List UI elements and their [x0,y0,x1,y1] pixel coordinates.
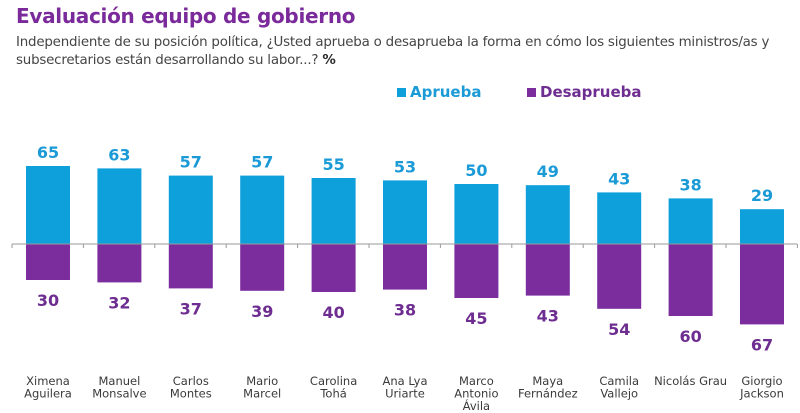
value-label-desaprueba: 45 [465,309,487,328]
bar-desaprueba [597,244,642,309]
value-label-aprueba: 43 [608,169,630,188]
category-label: Mario Marcel [243,374,281,401]
category-label: Giorgio Jackson [739,374,784,401]
category-label: Carlos Montes [170,374,212,401]
value-label-aprueba: 38 [679,175,701,194]
category-label-line: Antonio [454,387,498,401]
value-label-aprueba: 49 [537,162,559,181]
category-label: Ana Lya Uriarte [382,374,427,401]
bar-desaprueba [740,244,784,325]
value-labels-group: 65 30 63 32 57 37 57 39 55 40 53 38 50 45 49 43 43 54 38 60… [37,143,773,354]
bar-aprueba [597,192,642,244]
bar-desaprueba [240,244,285,291]
category-label-line: Giorgio [741,374,782,388]
category-label: Nicolás Grau [654,374,727,388]
value-label-desaprueba: 39 [251,302,273,321]
category-label-line: Camila [599,374,639,388]
bar-aprueba [454,184,499,244]
bar-aprueba [168,175,213,244]
value-label-aprueba: 55 [322,155,344,174]
legend-swatch-aprueba [397,87,406,97]
category-label: Maya Fernández [518,374,578,401]
legend-item-desaprueba: Desaprueba [527,83,642,101]
bar-aprueba [240,175,285,244]
bar-aprueba [668,198,713,244]
legend-swatch-desaprueba [527,87,536,97]
category-label: Ximena Aguilera [24,374,72,401]
category-label-line: Jackson [739,387,784,401]
category-label-line: Carolina [310,374,357,388]
value-label-desaprueba: 30 [37,291,59,310]
legend-item-aprueba: Aprueba [397,83,481,101]
category-label-line: Nicolás Grau [654,374,727,388]
value-label-desaprueba: 54 [608,320,630,339]
category-label-line: Aguilera [24,387,72,401]
category-label-line: Uriarte [385,387,425,401]
category-label-line: Mario [246,374,278,388]
bar-desaprueba [97,244,142,283]
bar-aprueba [740,209,784,244]
bar-desaprueba [26,244,70,280]
legend: Aprueba Desaprueba [0,83,800,103]
value-label-desaprueba: 60 [679,327,701,346]
category-label-line: Montes [170,387,212,401]
category-label-line: Ana Lya [382,374,427,388]
value-label-aprueba: 63 [108,145,130,164]
category-label-line: Carlos [173,374,209,388]
category-label: Carolina Tohá [310,374,357,401]
bar-aprueba [525,185,570,244]
chart-title: Evaluación equipo de gobierno [16,4,356,28]
bar-desaprueba [525,244,570,296]
legend-label-aprueba: Aprueba [410,83,482,101]
category-label-line: Fernández [518,387,578,401]
value-label-aprueba: 57 [180,153,202,172]
category-label-line: Marcel [243,387,281,401]
category-label: Camila Vallejo [599,374,639,401]
bar-desaprueba [168,244,213,289]
value-label-aprueba: 53 [394,157,416,176]
category-label-line: Maya [532,374,563,388]
value-label-desaprueba: 32 [108,293,130,312]
legend-label-desaprueba: Desaprueba [540,83,642,101]
subtitle-text: Independiente de su posición política, ¿… [16,35,770,68]
category-labels-group: Ximena Aguilera Manuel Monsalve Carlos Montes… [24,374,784,413]
bar-aprueba [26,166,70,244]
category-label: Marco Antonio Ávila [454,374,498,413]
category-label-line: Marco [459,374,494,388]
value-label-desaprueba: 67 [751,335,773,354]
category-label-line: Ávila [463,398,490,413]
axis-group [11,243,798,248]
category-label-line: Vallejo [600,387,638,401]
value-label-desaprueba: 38 [394,301,416,320]
value-label-desaprueba: 43 [537,307,559,326]
value-label-aprueba: 50 [465,161,487,180]
value-label-aprueba: 57 [251,153,273,172]
bar-aprueba [97,168,142,244]
value-label-aprueba: 29 [751,186,773,205]
value-label-desaprueba: 40 [322,303,344,322]
value-label-desaprueba: 37 [180,299,202,318]
category-label-line: Ximena [26,374,70,388]
chart-subtitle: Independiente de su posición política, ¿… [16,34,796,70]
unit-label: % [322,53,336,68]
bar-desaprueba [311,244,356,292]
bar-aprueba [383,180,427,244]
bars-group [26,166,784,325]
category-label-line: Tohá [319,387,346,401]
bar-desaprueba [668,244,713,316]
bar-desaprueba [454,244,499,298]
category-label-line: Monsalve [92,387,146,401]
value-label-aprueba: 65 [37,143,59,162]
category-label-line: Manuel [98,374,140,388]
bar-desaprueba [383,244,427,290]
category-label: Manuel Monsalve [92,374,146,401]
bar-aprueba [311,178,356,244]
